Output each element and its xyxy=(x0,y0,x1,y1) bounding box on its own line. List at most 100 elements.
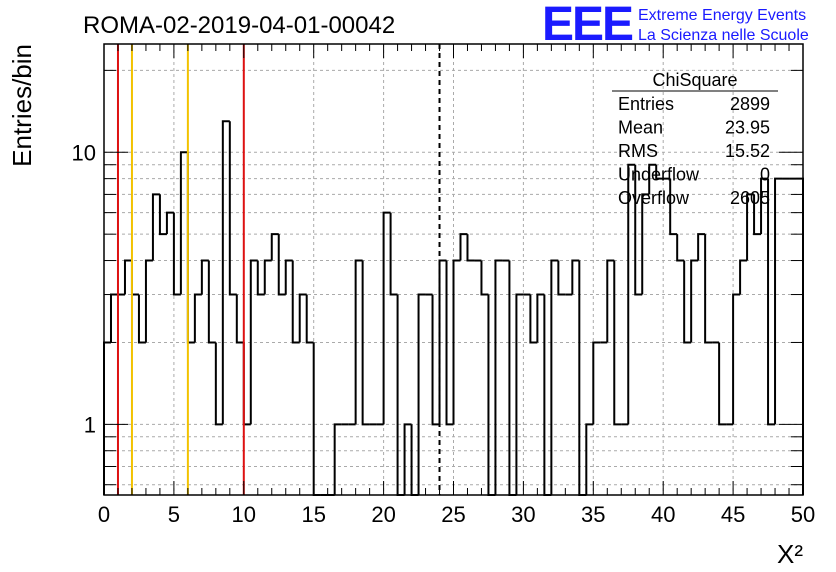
histogram-bin xyxy=(508,260,517,496)
y-axis-title: Entries/bin xyxy=(7,44,37,167)
histogram-bin xyxy=(648,163,657,195)
x-tick-label: 45 xyxy=(721,502,745,527)
histogram-bin xyxy=(536,293,545,343)
histogram-bin xyxy=(683,260,692,344)
histogram-bin xyxy=(739,259,748,295)
histogram-bin xyxy=(550,259,559,495)
histogram-bin xyxy=(585,423,594,495)
histogram-bin xyxy=(487,294,496,496)
histogram-bin xyxy=(207,260,216,344)
x-axis-title: X² xyxy=(777,539,803,569)
histogram-bin xyxy=(221,120,230,425)
histogram-bin xyxy=(466,234,475,262)
x-tick-label: 0 xyxy=(98,502,110,527)
histogram-bin xyxy=(172,212,181,296)
histogram-bin xyxy=(515,293,524,495)
x-tick-label: 25 xyxy=(441,502,465,527)
histogram-bin xyxy=(774,177,783,425)
histogram-bin xyxy=(123,259,132,295)
histogram-bin xyxy=(403,423,412,495)
histogram-bin xyxy=(305,294,314,344)
histogram-bin xyxy=(753,194,762,236)
histogram-bin xyxy=(718,342,727,426)
histogram-bin xyxy=(158,194,167,236)
histogram-bin xyxy=(676,234,685,262)
histogram-bin xyxy=(592,341,601,425)
stats-box-title: ChiSquare xyxy=(652,70,737,90)
eee-logo-mark: EEE xyxy=(542,0,633,51)
axis-ticks: 0 5 10 15 20 25 30 35 40 45 50 1 10 xyxy=(72,44,815,527)
histogram-bin xyxy=(613,260,622,426)
eee-logo-line2: La Scienza nelle Scuole xyxy=(638,27,809,44)
histogram-bin xyxy=(130,260,139,296)
histogram-bin xyxy=(669,178,678,236)
histogram-bin xyxy=(179,151,188,295)
stats-row-label: Underflow xyxy=(618,165,700,185)
histogram-bin xyxy=(270,233,279,261)
histogram-bin xyxy=(186,152,195,344)
histogram-bin xyxy=(732,293,741,425)
stats-row-label: RMS xyxy=(618,141,658,161)
stats-row-value: 2899 xyxy=(730,94,770,114)
histogram-bin xyxy=(103,341,111,495)
histogram-bin xyxy=(151,193,160,261)
histogram-bin xyxy=(277,234,286,296)
x-tick-label: 30 xyxy=(511,502,535,527)
histogram-bin xyxy=(417,293,426,495)
histogram-bin xyxy=(256,260,265,296)
histogram-bin xyxy=(354,259,363,425)
y-tick-label: 1 xyxy=(84,412,96,437)
stats-row-label: Overflow xyxy=(618,188,690,208)
histogram-bin xyxy=(557,260,566,296)
histogram-bin xyxy=(767,178,776,426)
histogram-bin xyxy=(543,294,552,496)
histogram-bin xyxy=(228,121,237,296)
eee-logo-line1: Extreme Energy Events xyxy=(638,7,806,24)
histogram-bin xyxy=(361,260,370,426)
histogram-bin xyxy=(452,259,461,425)
x-tick-label: 40 xyxy=(651,502,675,527)
stats-row-value: 0 xyxy=(760,165,770,185)
histogram-bin xyxy=(263,259,272,295)
histogram-bin xyxy=(298,293,307,343)
histogram-bin xyxy=(459,233,468,261)
stats-row-value: 2605 xyxy=(730,188,770,208)
histogram-bin xyxy=(606,259,615,343)
histogram-bin xyxy=(431,294,440,426)
stats-box: ChiSquare Entries 2899 Mean 23.95 RMS 15.52 Und… xyxy=(612,70,778,208)
histogram-bin xyxy=(284,259,293,295)
histogram-bin xyxy=(242,342,251,426)
histogram-bin xyxy=(641,193,650,295)
histogram-bin xyxy=(529,294,538,344)
x-tick-label: 5 xyxy=(168,502,180,527)
histogram-bin xyxy=(697,233,706,261)
histogram-bin xyxy=(445,260,454,426)
histogram-bin xyxy=(480,260,489,296)
x-tick-label: 10 xyxy=(232,502,256,527)
x-tick-label: 35 xyxy=(581,502,605,527)
histogram-bin xyxy=(193,293,202,343)
stats-row-label: Entries xyxy=(618,94,674,114)
histogram-bin xyxy=(165,211,174,235)
histogram-bin xyxy=(746,193,755,261)
histogram-bin xyxy=(494,259,503,495)
histogram-bin xyxy=(144,259,153,343)
histogram-bin xyxy=(396,294,405,496)
histogram-bin xyxy=(200,259,209,295)
histogram-bin xyxy=(235,294,244,344)
histogram-bin xyxy=(333,423,342,495)
y-tick-label: 10 xyxy=(72,140,96,165)
x-tick-label: 15 xyxy=(301,502,325,527)
histogram-bin xyxy=(312,342,321,496)
x-tick-label: 20 xyxy=(371,502,395,527)
marker-lines xyxy=(116,44,441,495)
x-tick-label: 50 xyxy=(791,502,815,527)
histogram-bin xyxy=(137,294,146,344)
stats-row-value: 23.95 xyxy=(725,118,770,138)
histogram-bin xyxy=(249,259,258,425)
histogram-bin xyxy=(627,163,636,425)
stats-row-value: 15.52 xyxy=(725,141,770,161)
eee-logo: EEE Extreme Energy Events La Scienza nel… xyxy=(542,0,809,51)
histogram-bin xyxy=(760,177,769,235)
